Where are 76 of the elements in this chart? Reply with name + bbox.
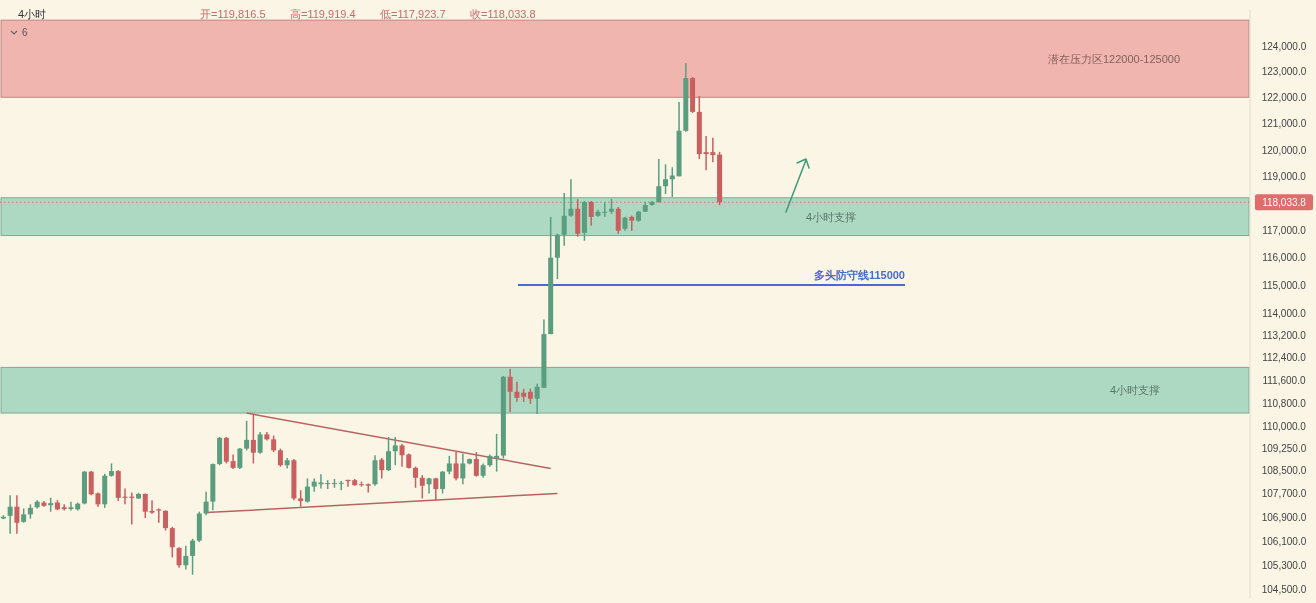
candlestick — [507, 368, 513, 413]
candlestick — [494, 433, 500, 473]
annotation: 收=118,033.8 — [470, 8, 536, 20]
y-tick-label: 121,000.0 — [1261, 118, 1307, 130]
y-tick-label: 111,600.0 — [1262, 375, 1306, 387]
y-tick-label: 104,500.0 — [1261, 583, 1307, 595]
candlestick — [514, 381, 520, 403]
y-tick-label: 119,000.0 — [1262, 171, 1307, 183]
candlestick — [163, 509, 169, 532]
candlestick — [561, 192, 567, 247]
candlestick — [629, 215, 635, 232]
candlestick — [68, 500, 74, 512]
y-tick-label: 115,000.0 — [1262, 279, 1307, 291]
candlestick — [203, 490, 209, 517]
candlestick — [568, 178, 574, 218]
y-tick-label: 109,250.0 — [1261, 442, 1307, 454]
y-tick-label: 108,500.0 — [1261, 464, 1307, 476]
annotation: 高=119,919.4 — [290, 8, 356, 20]
candlestick — [588, 200, 594, 227]
candlestick — [413, 465, 419, 489]
band-label: 4小时支撑 — [805, 210, 856, 223]
chart-title: 4小时 — [18, 8, 47, 20]
candlestick — [149, 499, 155, 515]
y-tick-label: 122,000.0 — [1261, 92, 1307, 104]
annotation: 6 — [22, 27, 28, 38]
candlestick — [223, 436, 229, 465]
candlestick — [250, 413, 256, 465]
candlestick — [446, 455, 452, 476]
y-tick-label: 107,700.0 — [1261, 488, 1307, 500]
y-tick-label: 113,200.0 — [1262, 329, 1307, 341]
candlestick — [156, 507, 162, 524]
y-tick-label: 110,800.0 — [1262, 398, 1307, 410]
candlestick — [392, 436, 398, 466]
candlestick — [656, 158, 662, 204]
y-tick-label: 117,000.0 — [1262, 225, 1307, 237]
candlestick — [257, 431, 263, 455]
candlestick — [244, 420, 250, 452]
candlestick — [237, 447, 243, 470]
y-tick-label: 106,900.0 — [1261, 511, 1307, 523]
candlestick — [460, 452, 466, 486]
candlestick — [473, 451, 479, 478]
y-tick-label: 120,000.0 — [1261, 144, 1307, 156]
candlestick — [453, 451, 459, 481]
candlestick — [386, 436, 392, 472]
candlestick — [61, 503, 67, 512]
y-tick-label: 124,000.0 — [1261, 40, 1307, 52]
candlestick — [7, 494, 13, 535]
candlestick — [183, 544, 189, 571]
candlestick — [169, 526, 175, 559]
candlestick — [615, 206, 621, 235]
candlestick — [663, 163, 669, 195]
candlestick — [176, 546, 182, 569]
y-tick-label: 123,000.0 — [1261, 66, 1307, 78]
y-tick-label: 105,300.0 — [1261, 559, 1307, 571]
candlestick — [304, 477, 310, 504]
ref-line-label: 118,033.8 — [1262, 197, 1307, 209]
candlestick — [419, 474, 425, 500]
band-label: 4小时支撑 — [1109, 384, 1160, 397]
candlestick — [190, 538, 196, 576]
y-tick-label: 116,000.0 — [1262, 252, 1307, 264]
annotation: 开=119,816.5 — [200, 8, 266, 20]
candlestick — [277, 447, 283, 468]
y-tick-label: 114,000.0 — [1262, 307, 1307, 319]
candlestick — [365, 482, 371, 494]
candlestick — [379, 457, 385, 480]
band-label: 潜在压力区122000-125000 — [1047, 52, 1180, 65]
y-tick-label: 106,100.0 — [1261, 535, 1307, 547]
candlestick — [14, 494, 20, 535]
candlestick — [554, 232, 560, 280]
candlestick — [338, 480, 344, 491]
candlestick — [440, 470, 446, 495]
annotation: 低=117,923.7 — [380, 8, 446, 20]
ref-line-label: 多头防守线115000 — [813, 268, 905, 281]
candlestick — [142, 492, 148, 519]
y-tick-label: 112,400.0 — [1262, 352, 1307, 364]
y-tick-label: 110,000.0 — [1262, 421, 1307, 433]
